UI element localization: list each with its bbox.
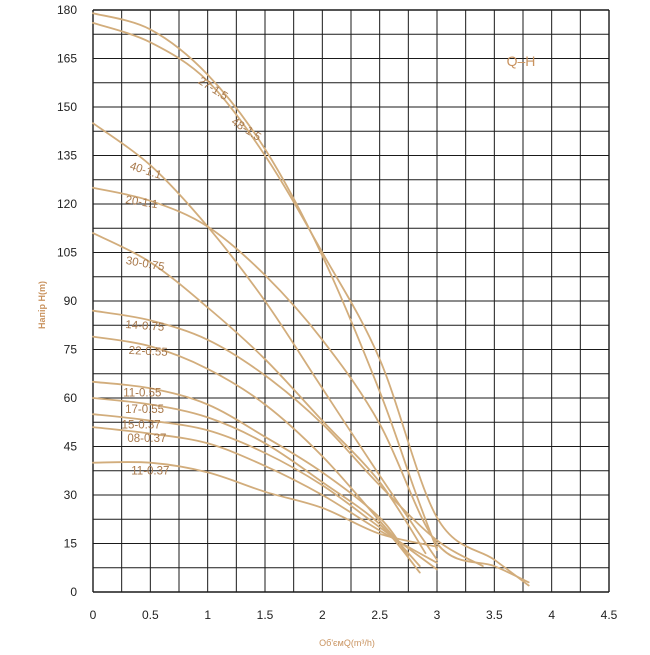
y-tick-label: 75 <box>64 343 78 357</box>
curve-20-1.1 <box>92 186 530 584</box>
y-tick-label: 0 <box>70 585 77 599</box>
x-tick-label: 3 <box>434 608 441 622</box>
x-axis-title: Об'ємQ(m³/h) <box>319 638 375 648</box>
curve-40-1.1 <box>92 122 438 561</box>
curve-label-30-0.75: 30-0.75 <box>125 255 166 274</box>
x-tick-label: 4 <box>548 608 555 622</box>
y-tick-label: 60 <box>64 391 78 405</box>
curve-30-0.75 <box>92 232 427 555</box>
curve-label-17-0.55: 17-0.55 <box>125 404 164 416</box>
curve-label-20-1.1: 20-1.1 <box>125 194 159 211</box>
y-tick-label: 165 <box>57 52 77 66</box>
curve-label-14-0.75: 14-0.75 <box>125 319 165 334</box>
curve-label-22-0.55: 22-0.55 <box>128 345 168 359</box>
x-tick-label: 1 <box>204 608 211 622</box>
curve-label-08-0.37: 08-0.37 <box>127 433 166 445</box>
curve-14-0.75 <box>92 309 484 567</box>
y-tick-label: 120 <box>57 197 77 211</box>
curve-27-1.5 <box>92 22 530 587</box>
y-tick-label: 45 <box>64 440 78 454</box>
curve-label-11-0.37: 11-0.37 <box>131 466 169 478</box>
y-tick-label: 30 <box>64 488 78 502</box>
curve-22-0.55 <box>92 335 421 567</box>
curve-label-15-0.37: 15-0.37 <box>122 420 161 432</box>
x-tick-label: 0 <box>90 608 97 622</box>
curve-layer <box>92 12 530 587</box>
y-tick-label: 180 <box>57 3 77 17</box>
y-tick-label: 15 <box>64 537 78 551</box>
x-tick-label: 4.5 <box>601 608 618 622</box>
x-tick-label: 1.5 <box>257 608 274 622</box>
x-tick-label: 0.5 <box>142 608 159 622</box>
y-tick-label: 105 <box>57 246 77 260</box>
curve-11-0.55 <box>92 380 410 558</box>
curve-08-0.37 <box>92 426 438 564</box>
chart-badge: Q–H <box>507 53 536 69</box>
y-tick-label: 90 <box>64 294 78 308</box>
curve-15-0.37 <box>92 413 438 571</box>
curve-label-40-1.1: 40-1.1 <box>128 160 163 181</box>
y-axis-title: Напір H(m) <box>37 281 47 329</box>
x-tick-label: 2.5 <box>371 608 388 622</box>
y-tick-label: 150 <box>57 100 77 114</box>
curve-11-0.37 <box>92 461 438 548</box>
tick-layer: 0 0.5 1 1.5 2 2.5 3 3.5 4 4.5 0 15 30 45 60 75 90 105 120 1… <box>57 3 618 622</box>
y-tick-label: 135 <box>57 149 77 163</box>
x-tick-label: 3.5 <box>486 608 503 622</box>
x-tick-label: 2 <box>319 608 326 622</box>
curve-17-0.55 <box>92 397 421 574</box>
curve-label-11-0.55: 11-0.55 <box>123 387 161 399</box>
